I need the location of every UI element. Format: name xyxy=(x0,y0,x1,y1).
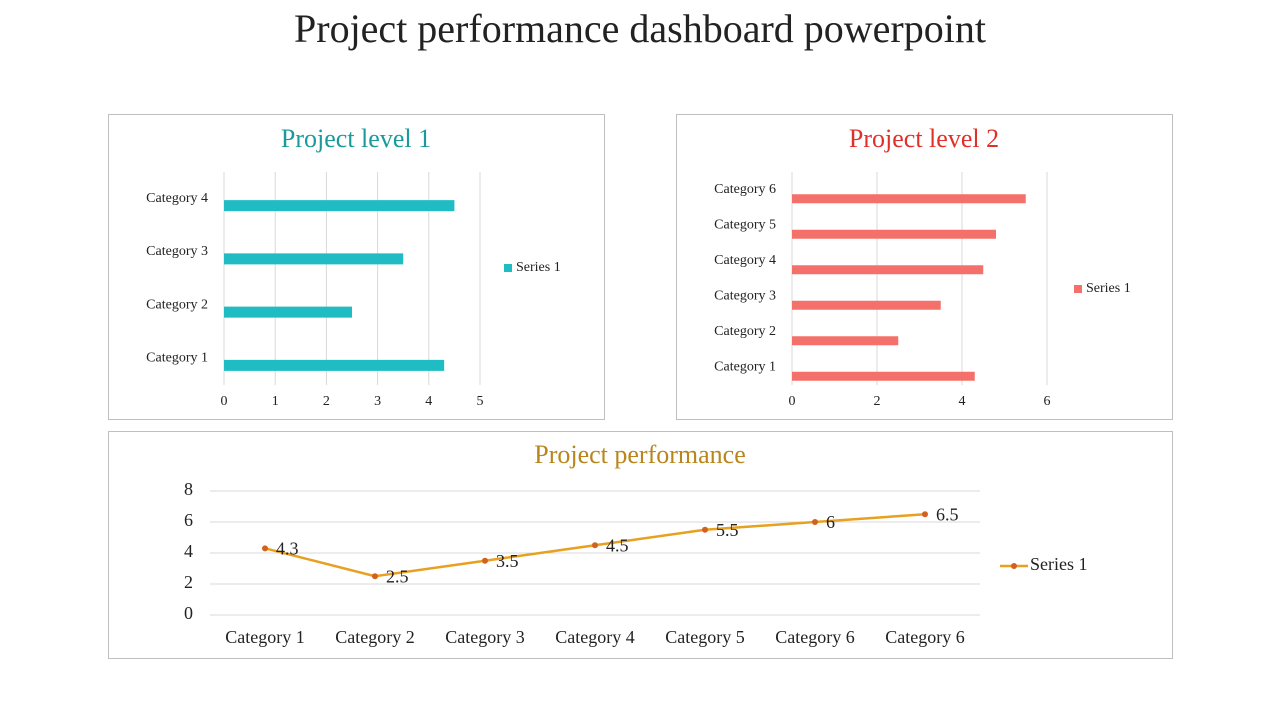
data-label: 5.5 xyxy=(716,520,739,540)
bar xyxy=(792,194,1026,204)
y-tick-label: 0 xyxy=(184,603,193,623)
chart-panel xyxy=(108,431,1173,659)
legend-label: Series 1 xyxy=(1030,554,1088,574)
slide-title: Project performance dashboard powerpoint xyxy=(294,6,986,51)
y-tick-label: Category 5 xyxy=(714,217,776,232)
y-tick-label: Category 4 xyxy=(146,191,208,206)
data-label: 4.5 xyxy=(606,535,629,555)
x-tick-label: Category 6 xyxy=(885,627,964,647)
x-tick-label: 1 xyxy=(272,394,279,409)
bar xyxy=(792,300,941,310)
y-tick-label: Category 1 xyxy=(714,359,776,374)
bar xyxy=(224,306,352,318)
x-tick-label: Category 4 xyxy=(555,627,634,647)
y-tick-label: 8 xyxy=(184,479,193,499)
x-tick-label: 4 xyxy=(425,394,432,409)
y-tick-label: Category 2 xyxy=(714,324,776,339)
y-tick-label: 2 xyxy=(184,572,193,592)
marker xyxy=(812,519,818,525)
bar xyxy=(792,336,899,346)
marker xyxy=(702,526,708,533)
y-tick-label: Category 3 xyxy=(714,288,776,303)
y-tick-label: Category 1 xyxy=(146,351,208,366)
legend-swatch xyxy=(504,264,512,272)
x-tick-label: Category 5 xyxy=(665,627,744,647)
chart-title: Project performance xyxy=(534,440,746,469)
data-label: 3.5 xyxy=(496,551,519,571)
marker xyxy=(372,573,378,580)
data-label: 6 xyxy=(826,512,835,532)
bar xyxy=(224,253,404,265)
x-tick-label: 2 xyxy=(323,394,330,409)
chart-title: Project level 2 xyxy=(849,124,999,153)
legend-swatch xyxy=(1074,285,1082,293)
marker xyxy=(592,542,598,549)
data-label: 6.5 xyxy=(936,504,959,524)
x-tick-label: Category 3 xyxy=(445,627,524,647)
x-tick-label: 2 xyxy=(874,394,881,409)
marker xyxy=(262,545,268,552)
x-tick-label: Category 2 xyxy=(335,627,414,647)
x-tick-label: 3 xyxy=(374,394,381,409)
legend-marker xyxy=(1011,563,1017,569)
data-label: 4.3 xyxy=(276,538,299,558)
y-tick-label: Category 4 xyxy=(714,253,776,268)
y-tick-label: 6 xyxy=(184,510,193,530)
y-tick-label: Category 3 xyxy=(146,244,208,259)
legend-label: Series 1 xyxy=(516,260,561,275)
x-tick-label: Category 1 xyxy=(225,627,304,647)
y-tick-label: 4 xyxy=(184,541,193,561)
bar xyxy=(792,371,975,381)
x-tick-label: 6 xyxy=(1044,394,1051,409)
bar xyxy=(792,265,984,275)
y-tick-label: Category 2 xyxy=(146,297,208,312)
data-label: 2.5 xyxy=(386,566,409,586)
x-tick-label: 4 xyxy=(959,394,966,409)
legend-label: Series 1 xyxy=(1086,281,1131,296)
marker xyxy=(922,511,928,518)
chart-title: Project level 1 xyxy=(281,124,431,153)
bar xyxy=(224,359,445,371)
marker xyxy=(482,557,488,564)
y-tick-label: Category 6 xyxy=(714,182,776,197)
bar xyxy=(792,229,996,239)
x-tick-label: 0 xyxy=(221,394,228,409)
x-tick-label: 0 xyxy=(789,394,796,409)
x-tick-label: 5 xyxy=(477,394,484,409)
bar xyxy=(224,200,455,212)
x-tick-label: Category 6 xyxy=(775,627,854,647)
